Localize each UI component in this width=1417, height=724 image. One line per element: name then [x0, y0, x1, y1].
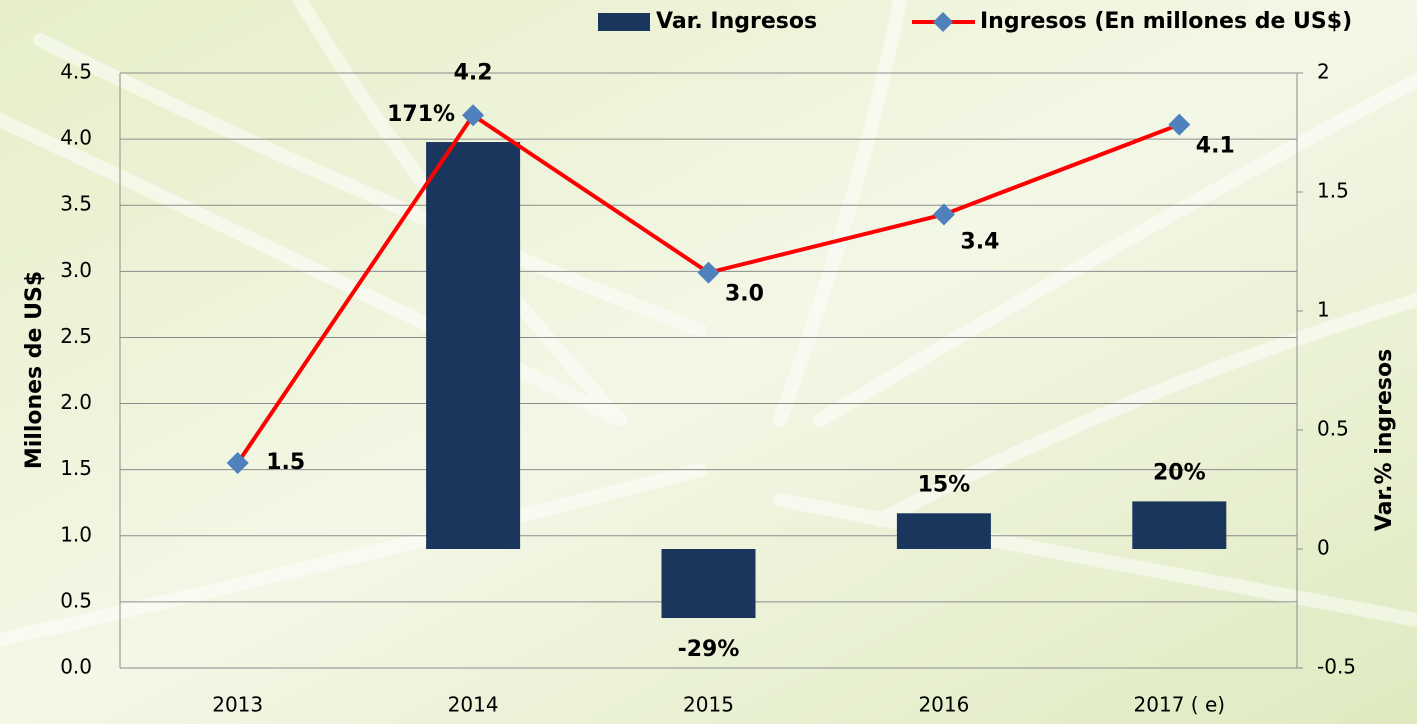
marker [226, 452, 249, 475]
marker [462, 104, 485, 127]
y-tick-label: 0.5 [60, 588, 92, 612]
legend-swatch [933, 12, 953, 32]
y-tick-label: 1.5 [60, 456, 92, 480]
y-tick-label: 2.0 [60, 390, 92, 414]
data-label: 20% [1153, 460, 1206, 485]
data-label: 3.4 [960, 229, 999, 254]
leaf-decoration [0, 0, 1417, 640]
y2-tick-label: 1.5 [1317, 179, 1349, 203]
y2-tick-label: 2 [1317, 60, 1330, 84]
bar [426, 142, 521, 549]
y-tick-label: 1.0 [60, 522, 92, 546]
marker [1168, 113, 1191, 136]
data-label: 171% [387, 102, 455, 127]
x-tick-label: 2013 [212, 693, 263, 717]
data-label: 1.5 [266, 450, 305, 475]
data-label: -29% [678, 637, 740, 662]
y2-axis-label: Var.% ingresos [1372, 349, 1397, 531]
bar [896, 513, 991, 549]
y-tick-label: 0.0 [60, 655, 92, 679]
x-tick-label: 2017 ( e) [1134, 693, 1226, 717]
y-tick-label: 3.0 [60, 258, 92, 282]
y-tick-label: 3.5 [60, 192, 92, 216]
legend-swatch [598, 13, 650, 31]
x-tick-label: 2014 [448, 693, 499, 717]
y2-tick-label: 0.5 [1317, 417, 1349, 441]
data-label: 4.2 [454, 60, 493, 85]
marker [697, 261, 720, 284]
marker [932, 203, 955, 226]
y-tick-label: 2.5 [60, 324, 92, 348]
y-axis-label: Millones de US$ [22, 271, 47, 469]
legend-label: Ingresos (En millones de US$) [980, 9, 1352, 34]
y2-tick-label: 1 [1317, 298, 1330, 322]
y-tick-label: 4.5 [60, 60, 92, 84]
data-label: 3.0 [725, 282, 764, 307]
y2-tick-label: -0.5 [1317, 655, 1356, 679]
bar [1132, 501, 1227, 549]
y-tick-label: 4.0 [60, 126, 92, 150]
y2-tick-label: 0 [1317, 536, 1330, 560]
x-tick-label: 2016 [918, 693, 969, 717]
bar [661, 549, 756, 619]
data-label: 4.1 [1196, 134, 1235, 159]
data-label: 15% [918, 472, 971, 497]
x-tick-label: 2015 [683, 693, 734, 717]
legend-label: Var. Ingresos [656, 9, 817, 34]
